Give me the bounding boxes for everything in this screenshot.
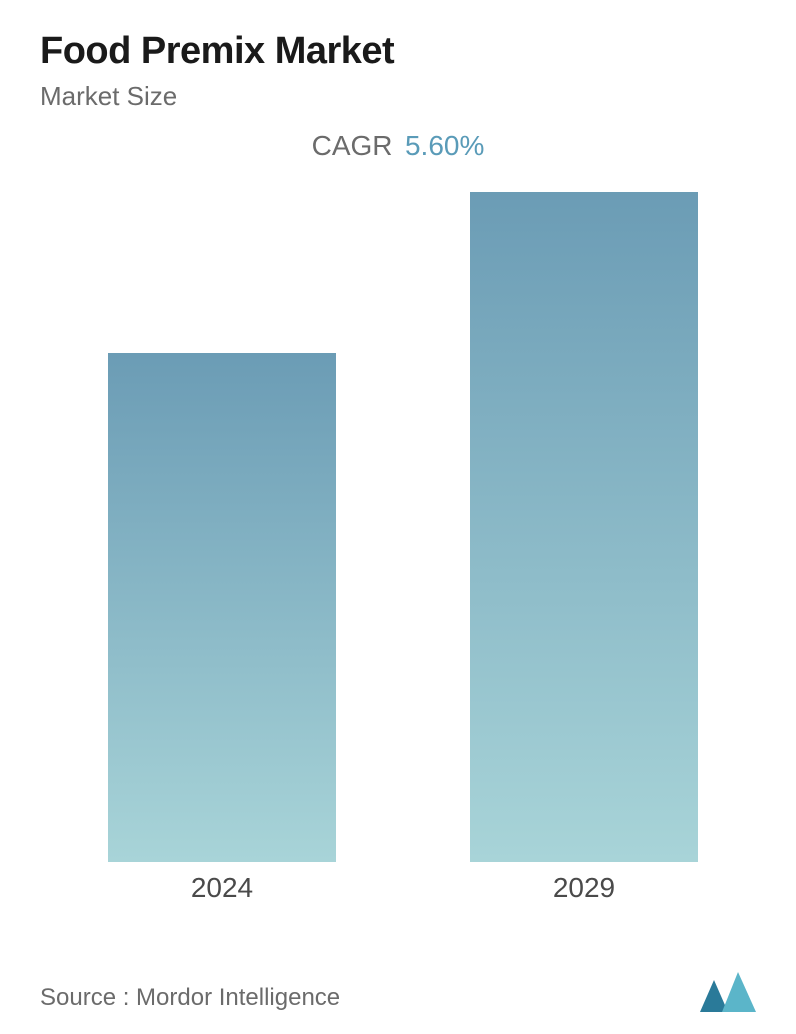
bar-2029	[470, 192, 698, 862]
cagr-value: 5.60%	[405, 130, 484, 161]
bar-2024-label: 2024	[108, 872, 336, 904]
cagr-label: CAGR	[312, 130, 393, 161]
bar-2024-fill	[108, 353, 336, 862]
footer: Source : Mordor Intelligence	[40, 972, 756, 1012]
page-subtitle: Market Size	[40, 81, 756, 112]
page-title: Food Premix Market	[40, 30, 756, 73]
cagr-row: CAGR 5.60%	[40, 130, 756, 162]
chart-container: Food Premix Market Market Size CAGR 5.60…	[0, 0, 796, 1034]
bar-chart: 2024 2029	[40, 192, 756, 912]
bar-2024	[108, 353, 336, 862]
bar-2029-label: 2029	[470, 872, 698, 904]
brand-logo-icon	[700, 972, 756, 1012]
bar-2029-fill	[470, 192, 698, 862]
source-text: Source : Mordor Intelligence	[40, 984, 340, 1012]
